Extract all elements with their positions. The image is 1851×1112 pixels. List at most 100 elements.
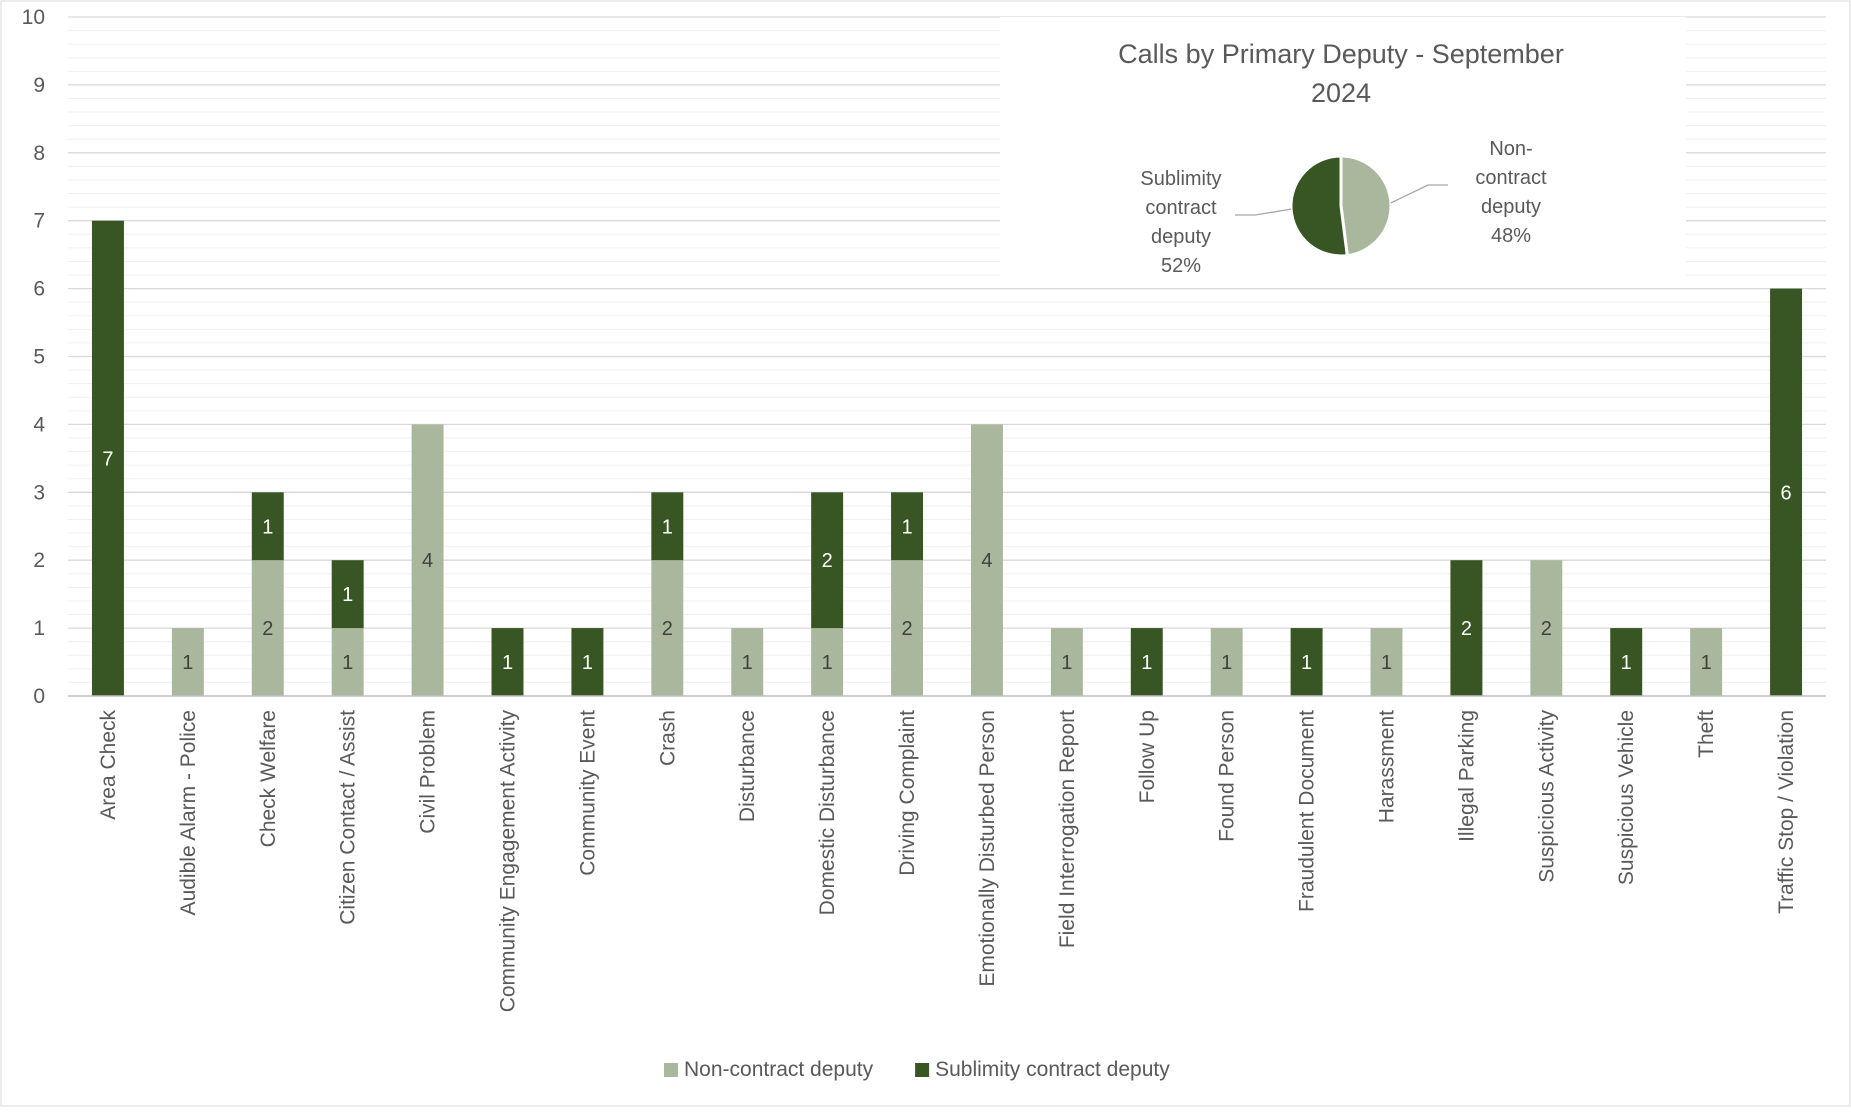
data-label-non-contract-deputy-field-interrogation-report: 1	[1061, 652, 1072, 674]
pie-slice-labels: Non-contract deputy 48% Sublimity contract de…	[1140, 138, 1547, 277]
data-label-sublimity-contract-deputy-fraudulent-document: 1	[1301, 652, 1312, 674]
pie-label-line: Sublimity	[1140, 168, 1221, 190]
pie-chart-panel: Calls by Primary Deputy - September 2024 …	[1000, 17, 1686, 287]
x-tick-label-field-interrogation-report: Field Interrogation Report	[1056, 710, 1079, 948]
bar-sublimity-contract-deputy-crash	[651, 492, 684, 561]
bar-non-contract-deputy-disturbance	[731, 628, 764, 696]
pie-label-line: Non-	[1489, 138, 1532, 160]
bar-sublimity-contract-deputy-check-welfare	[251, 492, 284, 561]
data-label-sublimity-contract-deputy-follow-up: 1	[1141, 652, 1152, 674]
bar-sublimity-contract-deputy-driving-complaint	[891, 492, 924, 561]
data-label-non-contract-deputy-emotionally-disturbed-person: 4	[981, 550, 992, 572]
pie-leader-line-sublimity-contract-deputy	[1235, 208, 1292, 216]
x-tick-label-crash: Crash	[656, 710, 679, 766]
bar-non-contract-deputy-domestic-disturbance	[811, 628, 844, 696]
bar-non-contract-deputy-check-welfare	[251, 560, 284, 696]
x-tick-label-found-person: Found Person	[1216, 710, 1239, 842]
y-tick-label: 9	[33, 74, 45, 97]
bar-non-contract-deputy-harassment	[1370, 628, 1403, 696]
x-tick-label-community-event: Community Event	[576, 710, 599, 876]
y-tick-label: 1	[33, 617, 45, 640]
data-label-non-contract-deputy-driving-complaint: 2	[901, 618, 912, 640]
x-axis-category-labels: Area Check Audible Alarm - Police Check We…	[97, 710, 1798, 1013]
x-tick-label-theft: Theft	[1695, 710, 1718, 758]
pie-leader-line-non-contract-deputy	[1390, 184, 1448, 204]
bar-non-contract-deputy-audible-alarm-police	[171, 628, 204, 696]
pie-label-sublimity-contract-deputy: Sublimity contract deputy 52%	[1140, 168, 1221, 277]
bar-non-contract-deputy-theft	[1690, 628, 1723, 696]
data-label-non-contract-deputy-harassment: 1	[1381, 652, 1392, 674]
bar-non-contract-deputy-crash	[651, 560, 684, 696]
legend-swatch-non-contract-deputy	[664, 1063, 678, 1077]
x-tick-label-check-welfare: Check Welfare	[257, 710, 280, 847]
data-label-sublimity-contract-deputy-citizen-contact-assist: 1	[342, 584, 353, 606]
bar-sublimity-contract-deputy-illegal-parking	[1450, 560, 1483, 696]
pie-title-line: Calls by Primary Deputy - September	[1118, 39, 1564, 69]
data-label-non-contract-deputy-civil-problem: 4	[422, 550, 433, 572]
bar-non-contract-deputy-field-interrogation-report	[1050, 628, 1083, 696]
bar-non-contract-deputy-citizen-contact-assist	[331, 628, 364, 696]
x-tick-label-driving-complaint: Driving Complaint	[896, 710, 919, 876]
data-label-non-contract-deputy-check-welfare: 2	[262, 618, 273, 640]
legend-swatch-sublimity-contract-deputy	[915, 1063, 930, 1077]
bar-sublimity-contract-deputy-citizen-contact-assist	[331, 560, 364, 629]
data-label-sublimity-contract-deputy-traffic-stop-violation: 6	[1780, 482, 1791, 504]
data-label-sublimity-contract-deputy-community-event: 1	[582, 652, 593, 674]
data-label-non-contract-deputy-theft: 1	[1701, 652, 1712, 674]
data-label-sublimity-contract-deputy-illegal-parking: 2	[1461, 618, 1472, 640]
x-tick-label-domestic-disturbance: Domestic Disturbance	[816, 710, 839, 915]
data-label-sublimity-contract-deputy-driving-complaint: 1	[901, 516, 912, 538]
x-tick-label-suspicious-activity: Suspicious Activity	[1535, 710, 1558, 883]
bar-sublimity-contract-deputy-area-check	[91, 220, 124, 696]
pie-chart-title: Calls by Primary Deputy - September 2024	[1118, 39, 1564, 108]
data-label-non-contract-deputy-found-person: 1	[1221, 652, 1232, 674]
data-label-non-contract-deputy-citizen-contact-assist: 1	[342, 652, 353, 674]
bar-data-labels: 7 1 2 1 1 1 4 1 1 2 1 1 1 2 2 1 4 1 1 1 1 1 2 2 1 1 6	[102, 448, 1791, 674]
pie-label-line: contract	[1145, 197, 1217, 219]
pie-label-line: contract	[1475, 167, 1547, 189]
data-label-non-contract-deputy-disturbance: 1	[742, 652, 753, 674]
pie-label-non-contract-deputy: Non-contract deputy 48%	[1475, 138, 1547, 247]
y-tick-label: 4	[33, 413, 45, 436]
pie-title-line: 2024	[1311, 78, 1371, 108]
x-tick-label-illegal-parking: Illegal Parking	[1455, 710, 1478, 842]
x-tick-label-fraudulent-document: Fraudulent Document	[1296, 710, 1319, 912]
data-label-sublimity-contract-deputy-check-welfare: 1	[262, 516, 273, 538]
x-tick-label-harassment: Harassment	[1376, 710, 1399, 823]
data-label-non-contract-deputy-audible-alarm-police: 1	[182, 652, 193, 674]
pie-slice-sublimity-contract-deputy	[1289, 154, 1349, 258]
y-tick-label: 3	[33, 481, 45, 504]
y-axis-ticks: 0 1 2 3 4 5 6 7 8 9 10	[22, 6, 46, 708]
bar-non-contract-deputy-found-person	[1210, 628, 1243, 696]
x-tick-label-civil-problem: Civil Problem	[417, 710, 440, 834]
bar-sublimity-contract-deputy-suspicious-vehicle	[1610, 628, 1643, 696]
y-tick-label: 8	[33, 142, 45, 165]
pie-slices	[1289, 154, 1393, 258]
bar-non-contract-deputy-civil-problem	[411, 424, 444, 696]
x-tick-label-follow-up: Follow Up	[1136, 710, 1159, 803]
bar-non-contract-deputy-suspicious-activity	[1530, 560, 1563, 696]
legend-label-sublimity-contract-deputy: Sublimity contract deputy	[935, 1058, 1170, 1081]
bar-sublimity-contract-deputy-domestic-disturbance	[811, 492, 844, 629]
x-tick-label-area-check: Area Check	[97, 710, 120, 820]
y-tick-label: 5	[33, 346, 45, 369]
x-tick-label-traffic-stop-violation: Traffic Stop / Violation	[1775, 710, 1798, 914]
data-label-sublimity-contract-deputy-domestic-disturbance: 2	[822, 550, 833, 572]
data-label-non-contract-deputy-crash: 2	[662, 618, 673, 640]
legend-label-non-contract-deputy: Non-contract deputy	[684, 1058, 874, 1081]
data-label-sublimity-contract-deputy-crash: 1	[662, 516, 673, 538]
data-label-sublimity-contract-deputy-area-check: 7	[102, 448, 113, 470]
bar-non-contract-deputy-driving-complaint	[891, 560, 924, 696]
y-tick-label: 2	[33, 549, 45, 572]
x-tick-label-citizen-contact-assist: Citizen Contact / Assist	[337, 710, 360, 925]
pie-label-line: deputy	[1151, 226, 1211, 248]
pie-label-line: 48%	[1491, 225, 1531, 247]
bar-sublimity-contract-deputy-traffic-stop-violation	[1770, 288, 1803, 696]
y-tick-label: 6	[33, 278, 45, 301]
bar-sublimity-contract-deputy-community-event	[571, 628, 604, 696]
data-label-sublimity-contract-deputy-community-engagement-activity: 1	[502, 652, 513, 674]
y-tick-label: 7	[33, 210, 45, 233]
bar-non-contract-deputy-emotionally-disturbed-person	[970, 424, 1003, 696]
bar-series	[91, 220, 1803, 696]
